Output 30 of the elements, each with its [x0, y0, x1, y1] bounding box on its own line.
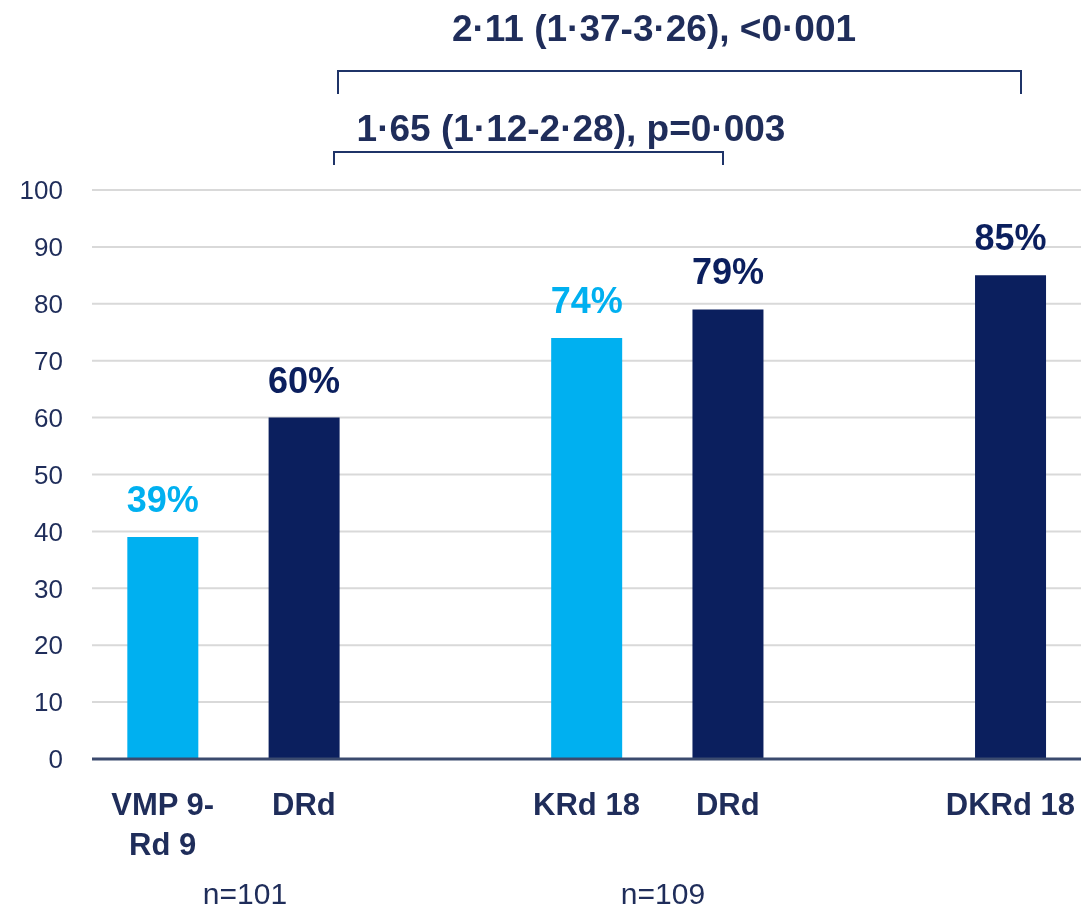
x-tick-label: KRd 18 [533, 787, 640, 822]
y-tick-label: 60 [34, 402, 63, 433]
bar [692, 309, 764, 759]
data-label: 79% [691, 251, 764, 293]
text: n=109 [620, 877, 706, 910]
text: 2·11 (1·37-3·26), <0·001 [451, 8, 857, 49]
data-label: 74% [550, 279, 623, 321]
y-tick-label: 70 [34, 345, 63, 376]
bar [127, 537, 199, 759]
x-tick-label: DRd [695, 787, 760, 822]
data-label: 39% [126, 479, 199, 521]
y-tick-label: 10 [34, 687, 63, 718]
y-tick-label: 30 [34, 573, 63, 604]
text: 1·65 (1·12-2·28), p=0·003 [356, 108, 786, 149]
y-tick-label: 20 [34, 630, 63, 661]
y-tick-label: 90 [34, 232, 63, 263]
y-tick-label: 50 [34, 459, 63, 490]
x-tick-label: VMP 9-Rd 9 [111, 787, 215, 862]
y-tick-label: 80 [34, 289, 63, 320]
y-tick-label: 0 [48, 744, 63, 775]
text: n=101 [202, 877, 288, 910]
bar [551, 337, 623, 759]
data-label: 85% [974, 217, 1047, 259]
x-tick-label: DRd [272, 787, 336, 822]
bar [975, 275, 1047, 759]
y-tick-label: 40 [34, 516, 63, 547]
y-tick-label: 100 [19, 175, 63, 206]
data-label: 60% [268, 359, 341, 401]
bar [268, 417, 340, 759]
x-tick-label: DKRd 18 [945, 787, 1075, 822]
